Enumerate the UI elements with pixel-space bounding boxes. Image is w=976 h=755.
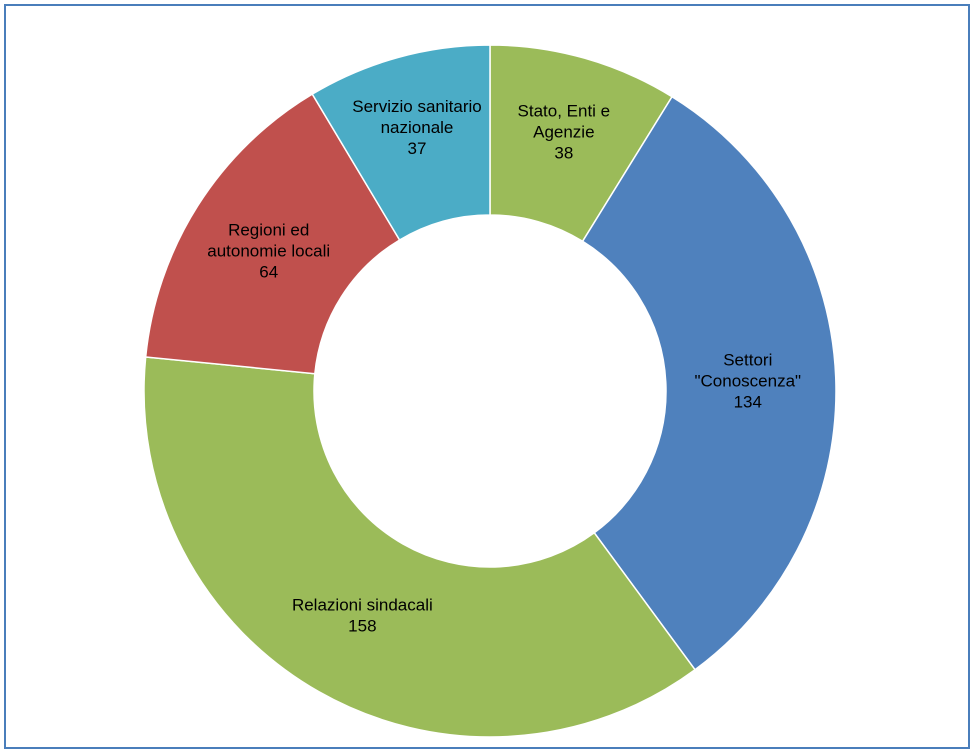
slice-category-label-0: Stato, Enti e <box>518 101 611 120</box>
slice-category-label-1: Settori <box>723 351 772 370</box>
slice-labels: Stato, Enti e Agenzie 38 Settori "Conoscenza… <box>207 97 801 636</box>
donut-slices <box>143 44 837 738</box>
slice-category-label-1: "Conoscenza" <box>695 372 802 391</box>
slice-value-label-2: 158 <box>348 617 376 636</box>
slice-category-label-4: nazionale <box>381 118 454 137</box>
donut-slice-1 <box>581 95 837 671</box>
slice-category-label-3: Regioni ed <box>228 221 309 240</box>
slice-category-label-2: Relazioni sindacali <box>292 596 433 615</box>
slice-value-label-0: 38 <box>554 143 573 162</box>
donut-slice-2 <box>143 356 697 738</box>
slice-category-label-4: Servizio sanitario <box>352 97 481 116</box>
donut-slice-4 <box>311 44 491 242</box>
slice-value-label-3: 64 <box>259 263 278 282</box>
slice-category-label-3: autonomie locali <box>207 242 330 261</box>
slice-value-label-1: 134 <box>734 393 762 412</box>
slice-category-label-0: Agenzie <box>533 122 594 141</box>
slice-value-label-4: 37 <box>408 139 427 158</box>
donut-slice-3 <box>144 93 401 375</box>
